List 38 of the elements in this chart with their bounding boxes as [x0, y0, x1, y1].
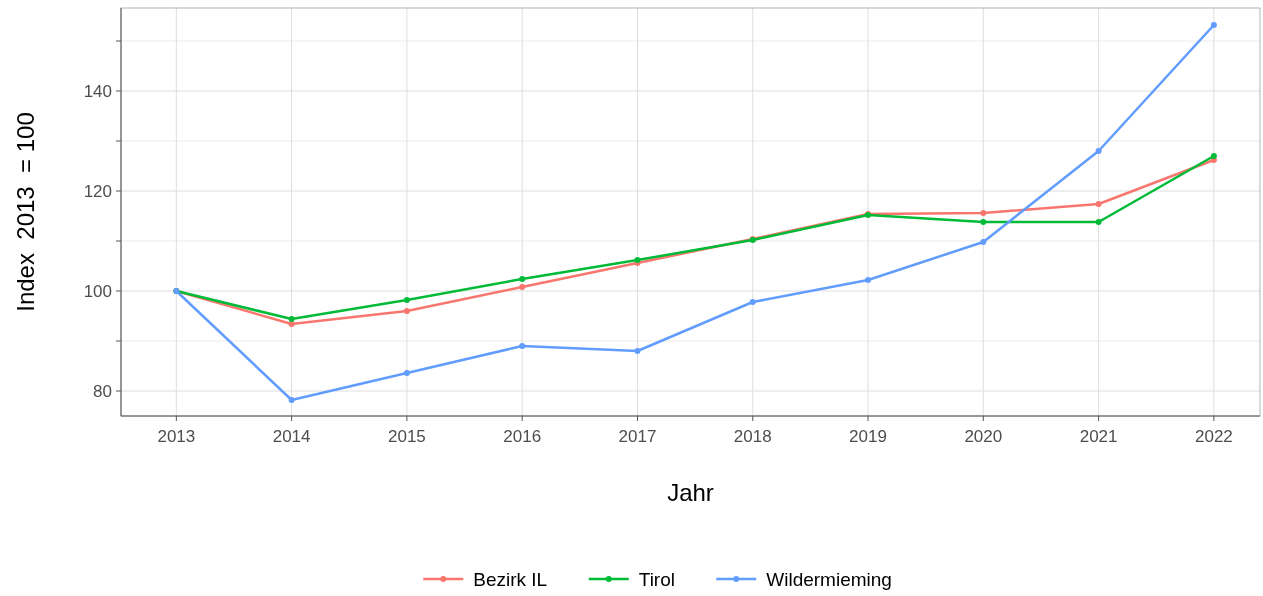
point [634, 348, 641, 354]
point [749, 299, 756, 305]
y-tick-label: 100 [83, 281, 112, 301]
x-tick-label: 2014 [272, 427, 311, 446]
point [1210, 153, 1217, 159]
point [980, 239, 987, 245]
x-tick-label: 2016 [503, 427, 542, 446]
point [1210, 22, 1217, 28]
point [1095, 219, 1102, 225]
x-tick-label: 2017 [618, 427, 657, 446]
y-axis-title: Index 2013 = 100 [12, 112, 39, 312]
point [519, 276, 526, 282]
point [403, 370, 410, 376]
legend-label: Wildermieming [766, 568, 892, 590]
y-tick-label: 140 [83, 81, 112, 101]
point [980, 219, 987, 225]
x-axis-title: Jahr [667, 479, 714, 506]
x-tick-label: 2018 [733, 427, 772, 446]
point [519, 284, 526, 290]
point [1095, 201, 1102, 207]
point [519, 343, 526, 349]
x-tick-label: 2013 [157, 427, 196, 446]
legend-label: Bezirk IL [473, 568, 548, 590]
x-tick-label: 2021 [1079, 427, 1118, 446]
x-tick-label: 2020 [964, 427, 1003, 446]
point [403, 308, 410, 314]
x-tick-label: 2019 [849, 427, 887, 446]
point [288, 397, 295, 403]
x-tick-label: 2015 [387, 427, 426, 446]
legend-label: Tirol [638, 568, 675, 590]
x-tick-label: 2022 [1194, 427, 1233, 446]
point [403, 297, 410, 303]
y-tick-label: 80 [93, 381, 112, 401]
point [980, 210, 987, 216]
point [1095, 148, 1102, 154]
y-tick-label: 120 [83, 181, 112, 201]
point [865, 277, 872, 283]
point [288, 316, 295, 322]
